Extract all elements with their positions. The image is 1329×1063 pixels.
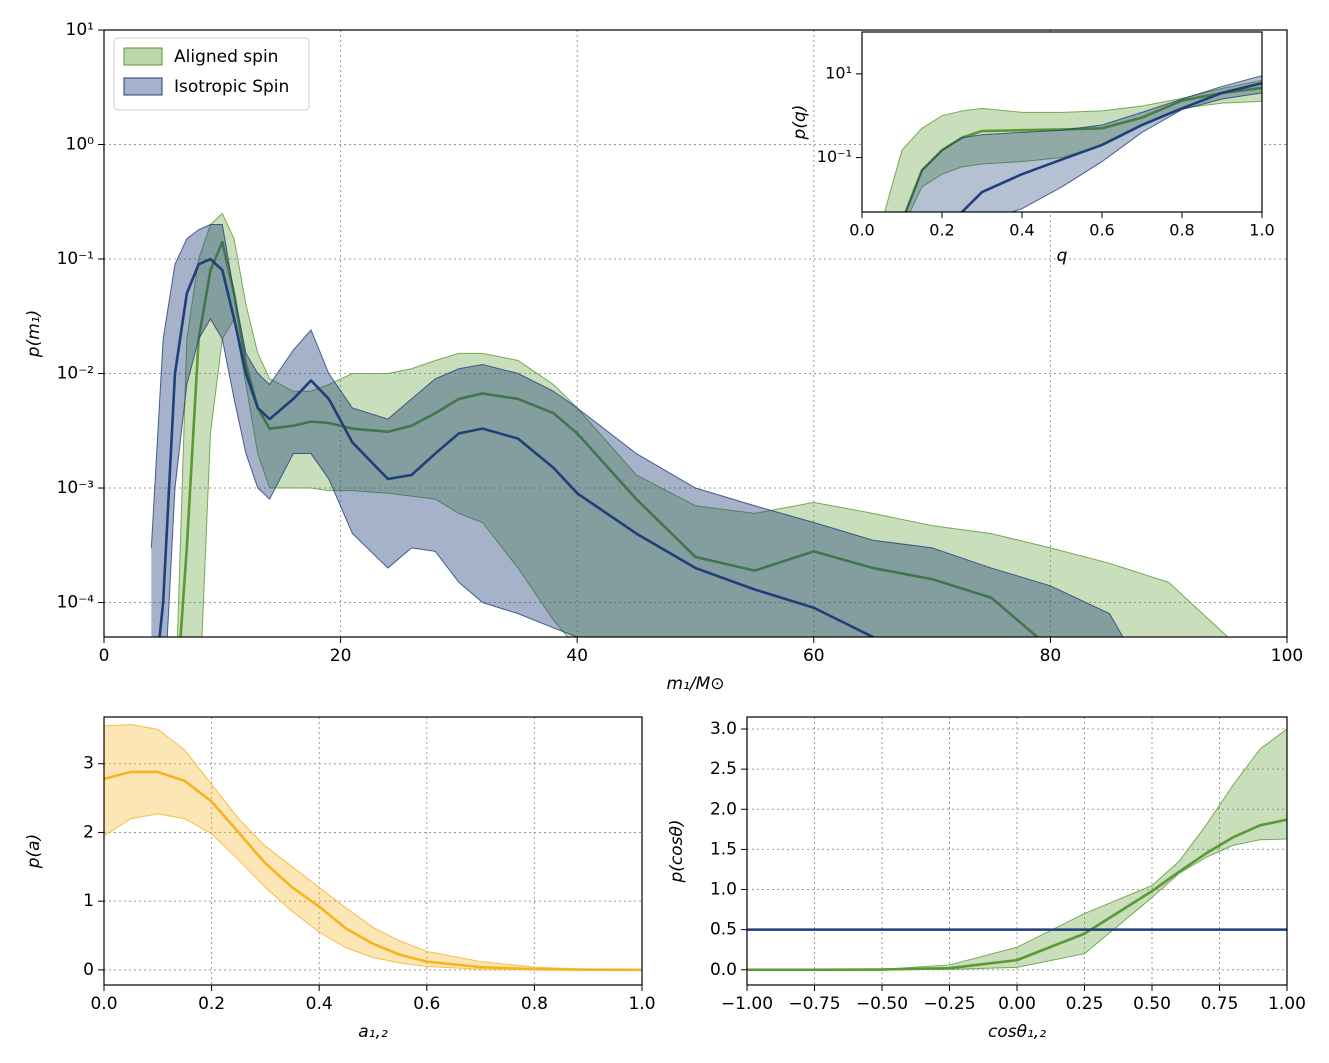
x-tick-label: 0.00 <box>998 994 1036 1014</box>
y-tick-label: 10⁻² <box>57 364 94 384</box>
x-tick-label: 100 <box>1271 646 1303 666</box>
band-edge <box>201 317 569 637</box>
y-tick-label: 0.0 <box>710 960 737 980</box>
y-axis-label: p(cosθ) <box>667 819 687 883</box>
panel: 0.0 0.2 0.4 0.6 0.8 1.0 0 1 2 3 a₁,₂ p(a) <box>24 716 656 1042</box>
median-line <box>179 240 1040 637</box>
panel: 0.0 0.2 0.4 0.6 0.8 1.0 10⁻¹ 10¹ q p(q) <box>790 31 1275 266</box>
x-tick-label: 20 <box>330 646 352 666</box>
plot-frame <box>103 716 643 986</box>
y-tick-label: 10¹ <box>825 63 852 82</box>
y-tick-label: 10⁻¹ <box>817 147 852 166</box>
x-axis-label: q <box>1057 246 1068 266</box>
x-tick-label: 0.75 <box>1201 994 1239 1014</box>
y-tick-label: 2 <box>83 822 94 842</box>
y-tick-label: 1.5 <box>710 839 737 859</box>
y-tick-label: 3.0 <box>710 719 737 739</box>
y-tick-label: 10⁰ <box>66 135 95 155</box>
x-tick-label: 0.6 <box>413 994 440 1014</box>
median-line <box>960 81 1262 212</box>
y-axis-label: p(a) <box>24 834 44 869</box>
panel: −1.00 −0.75 −0.50 −0.25 0.00 0.25 0.50 0.75 1.00… <box>667 716 1306 1042</box>
y-tick-label: 0.5 <box>710 920 737 940</box>
y-tick-label: 1.0 <box>710 880 737 900</box>
x-tick-label: 0.0 <box>90 994 117 1014</box>
band-edge <box>150 224 1124 637</box>
x-tick-label: 0.0 <box>849 221 874 240</box>
y-tick-label: 1 <box>83 891 94 911</box>
y-axis-label: p(m₁) <box>24 310 44 358</box>
band-edge <box>905 75 1262 212</box>
x-tick-label: 60 <box>803 646 825 666</box>
band-edge <box>176 212 1229 637</box>
plot-frame <box>861 31 1263 213</box>
y-tick-label: 10⁻³ <box>57 478 94 498</box>
x-tick-label: 40 <box>566 646 588 666</box>
y-tick-label: 10¹ <box>66 20 94 40</box>
x-tick-label: 1.0 <box>1249 221 1274 240</box>
x-tick-label: 0.8 <box>1169 221 1194 240</box>
x-tick-label: 0.2 <box>198 994 225 1014</box>
median-line <box>747 818 1287 972</box>
y-tick-label: 3 <box>83 754 94 774</box>
x-axis-label: m₁/M⊙ <box>666 674 724 694</box>
plot-area <box>747 728 1287 972</box>
legend-label: Aligned spin <box>174 47 278 67</box>
x-tick-label: 80 <box>1040 646 1062 666</box>
legend-box <box>113 37 310 111</box>
x-tick-label: −0.25 <box>923 994 975 1014</box>
legend-label: Isotropic Spin <box>174 77 289 97</box>
plot-area <box>884 75 1262 212</box>
y-tick-label: 2.0 <box>710 799 737 819</box>
x-tick-label: 1.0 <box>628 994 655 1014</box>
band-edge <box>104 724 642 971</box>
x-tick-label: −1.00 <box>721 994 773 1014</box>
plot-area <box>150 212 1229 637</box>
y-tick-label: 2.5 <box>710 759 737 779</box>
x-tick-label: −0.75 <box>788 994 840 1014</box>
plot-background <box>862 32 1262 212</box>
plot-area <box>104 724 642 972</box>
plot-frame <box>103 29 1288 638</box>
y-tick-label: 0 <box>83 960 94 980</box>
band-area <box>151 224 1123 637</box>
x-tick-label: 0.4 <box>1009 221 1034 240</box>
band-area <box>905 75 1262 212</box>
x-axis-label: cosθ₁,₂ <box>988 1022 1046 1042</box>
band-edge <box>166 317 578 637</box>
band-edge <box>884 79 1262 212</box>
legend-swatch <box>123 47 163 66</box>
median-line <box>104 770 642 972</box>
x-tick-label: 0.2 <box>929 221 954 240</box>
y-axis-label: p(q) <box>790 105 810 141</box>
y-tick-label: 10⁻¹ <box>57 249 94 269</box>
x-tick-label: 0.4 <box>306 994 333 1014</box>
x-tick-label: 0.25 <box>1066 994 1104 1014</box>
plot-background <box>747 717 1287 985</box>
band-area <box>104 724 642 970</box>
x-tick-label: 0.6 <box>1089 221 1114 240</box>
x-tick-label: 0.50 <box>1133 994 1171 1014</box>
x-tick-label: 0 <box>99 646 110 666</box>
legend-swatch <box>123 77 163 96</box>
y-tick-label: 10⁻⁴ <box>57 593 95 613</box>
x-tick-label: −0.50 <box>856 994 908 1014</box>
x-tick-label: 0.8 <box>521 994 548 1014</box>
band-area <box>177 213 1228 637</box>
band-edge <box>104 813 642 971</box>
plot-frame <box>746 716 1288 986</box>
x-axis-label: a₁,₂ <box>358 1022 388 1042</box>
x-tick-label: 1.00 <box>1268 994 1306 1014</box>
median-line <box>158 257 875 637</box>
